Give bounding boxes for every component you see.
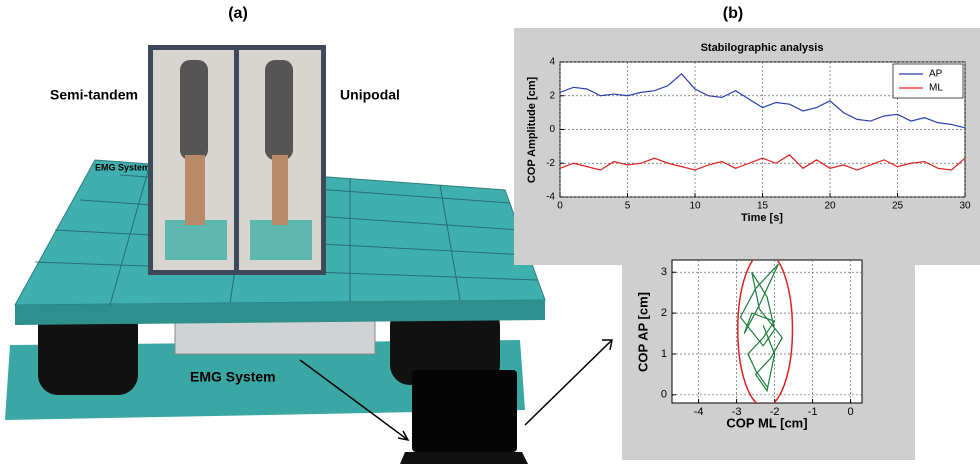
y-tick-label: 3 [661,266,667,278]
x-tick-label: 25 [892,201,904,212]
photo-platform [165,220,227,260]
y-tick-label: -4 [546,192,555,203]
brand-label: EMG System [190,369,276,385]
y-tick-label: 4 [549,57,555,68]
person [180,60,208,160]
photo-platform [250,220,312,260]
panel-label: (a) [228,5,248,22]
brand-label: EMG System [95,162,150,172]
condition-label: Unipodal [340,87,400,103]
condition-label: Semi-tandem [50,87,138,103]
y-tick-label: 2 [661,307,667,319]
x-tick-label: -3 [732,406,742,418]
control-box [175,318,375,354]
legend-label: AP [929,69,943,80]
y-tick-label: 0 [549,124,555,135]
y-axis-label: COP AP [cm] [635,292,650,372]
person [185,155,205,225]
y-tick-label: 2 [549,90,555,101]
x-axis-label: Time [s] [741,212,783,224]
panel-label: (b) [723,5,743,22]
y-axis-label: COP Amplitude [cm] [526,76,538,183]
x-tick-label: 0 [557,201,563,212]
y-tick-label: 1 [661,348,667,360]
y-tick-label: 0 [661,389,667,401]
y-tick-label: -2 [546,158,555,169]
x-tick-label: 0 [848,406,854,418]
platform-illustration: EMG System EMG System Semi-tandem Unipod… [5,45,545,420]
legend-box [893,64,963,98]
x-tick-label: -4 [694,406,704,418]
laptop-screen [412,370,517,452]
x-tick-label: -2 [770,406,780,418]
person [265,60,293,160]
x-tick-label: 20 [824,201,836,212]
laptop-base [400,452,528,464]
legend-label: ML [929,83,943,94]
x-tick-label: 5 [625,201,631,212]
x-tick-label: -1 [808,406,818,418]
person [272,155,288,225]
x-tick-label: 30 [959,201,971,212]
x-tick-label: 15 [757,201,769,212]
chart-title: Stabilographic analysis [701,42,824,54]
x-tick-label: 10 [689,201,701,212]
figure: (a) (b) EMG System EMG System Semi-tande… [0,0,980,466]
